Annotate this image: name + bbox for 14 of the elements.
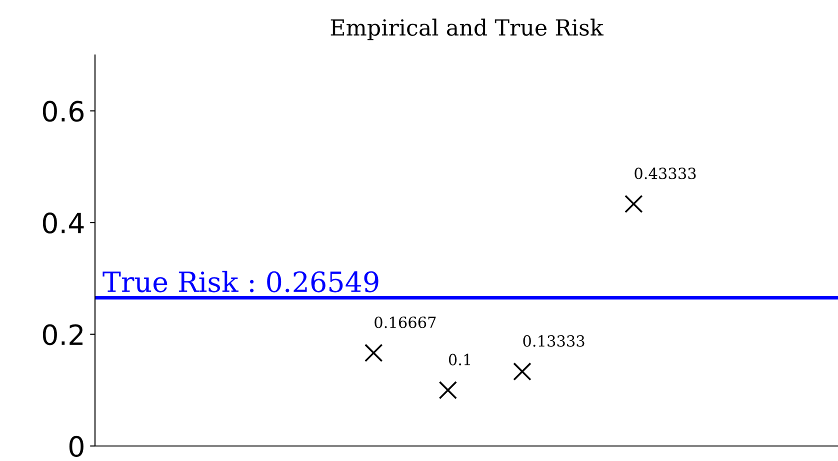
point <box>364 344 383 362</box>
y-tick-label: 0.2 <box>42 324 82 346</box>
y-tick-label: 0 <box>69 436 84 457</box>
point <box>624 194 643 214</box>
chart-title: Empirical and True Risk <box>330 18 604 40</box>
y-tick-label: 0.4 <box>42 212 84 234</box>
data-label: 0.1 <box>448 354 470 366</box>
data-label: 0.16667 <box>374 316 436 328</box>
ref-line-label: True Risk : 0.26549 <box>102 270 378 292</box>
data-label: 0.13333 <box>523 335 584 347</box>
point <box>438 381 458 400</box>
y-tick-label: 0.6 <box>42 100 84 122</box>
point <box>513 362 532 381</box>
data-label: 0.43333 <box>634 168 696 180</box>
